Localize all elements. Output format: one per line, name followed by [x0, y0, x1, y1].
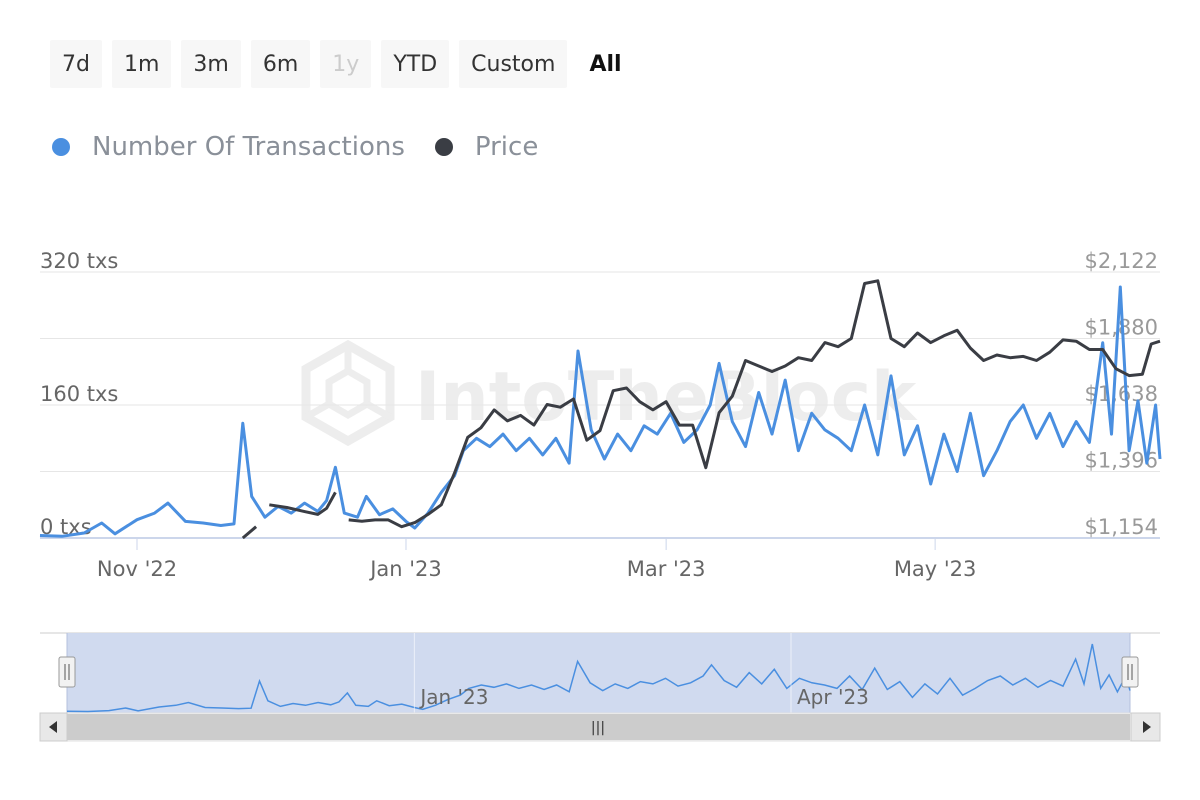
- navigator-series: [66, 643, 1131, 713]
- range-button-1m[interactable]: 1m: [111, 40, 172, 88]
- y-left-tick-label: 320 txs: [40, 249, 118, 273]
- x-axis: Nov '22 Jan '23 Mar '23 May '23: [97, 538, 976, 581]
- navigator-labels: Jan '23 Apr '23: [413, 633, 869, 713]
- scrollbar-thumb[interactable]: [67, 714, 1130, 740]
- x-tick-label: Jan '23: [368, 557, 442, 581]
- legend-label-price: Price: [474, 132, 539, 162]
- scrollbar-left-arrow-icon[interactable]: [39, 712, 68, 742]
- y-right-tick-label: $2,122: [1085, 249, 1158, 273]
- range-selector: 7d 1m 3m 6m 1y YTD Custom All: [50, 40, 634, 88]
- navigator-date-label: Jan '23: [418, 685, 488, 709]
- navigator-date-label: Apr '23: [797, 685, 869, 709]
- series-line-price[interactable]: [269, 491, 337, 516]
- range-button-7d[interactable]: 7d: [50, 40, 102, 88]
- range-button-6m[interactable]: 6m: [250, 40, 311, 88]
- range-button-1y[interactable]: 1y: [320, 40, 372, 88]
- watermark-logo-icon: [301, 339, 395, 447]
- grid: [40, 271, 1160, 539]
- scrollbar[interactable]: |||: [39, 712, 1161, 742]
- series: [39, 279, 1162, 540]
- x-tick-label: May '23: [894, 557, 977, 581]
- series-line-price[interactable]: [241, 525, 258, 540]
- navigator[interactable]: Jan '23 Apr '23: [40, 632, 1160, 713]
- navigator-handle-left[interactable]: [58, 656, 76, 688]
- range-button-ytd[interactable]: YTD: [381, 40, 450, 88]
- series-line-price[interactable]: [348, 279, 1161, 529]
- navigator-series-line: [66, 643, 1131, 713]
- scrollbar-thumb-grip-icon: |||: [591, 720, 605, 736]
- y-left-tick-label: 160 txs: [40, 382, 118, 406]
- y-right-tick-label: $1,154: [1085, 515, 1158, 539]
- navigator-handle-right[interactable]: [1121, 656, 1139, 688]
- legend-label-transactions: Number Of Transactions: [92, 132, 405, 162]
- legend-item-price[interactable]: Price: [434, 132, 539, 162]
- range-button-custom[interactable]: Custom: [459, 40, 568, 88]
- watermark: IntoTheBlock: [301, 339, 918, 447]
- range-button-all[interactable]: All: [589, 51, 622, 77]
- legend-item-transactions[interactable]: Number Of Transactions: [52, 132, 405, 162]
- legend: Number Of Transactions Price: [52, 132, 568, 162]
- range-button-3m[interactable]: 3m: [181, 40, 241, 88]
- watermark-text: IntoTheBlock: [415, 358, 918, 437]
- scrollbar-right-arrow-icon[interactable]: [1130, 712, 1161, 742]
- legend-marker-price: [434, 138, 453, 156]
- x-tick-label: Nov '22: [97, 557, 177, 581]
- navigator-mask[interactable]: [67, 633, 1130, 713]
- series-line-transactions[interactable]: [39, 285, 1162, 538]
- x-tick-label: Mar '23: [627, 557, 706, 581]
- legend-marker-transactions: [52, 138, 70, 156]
